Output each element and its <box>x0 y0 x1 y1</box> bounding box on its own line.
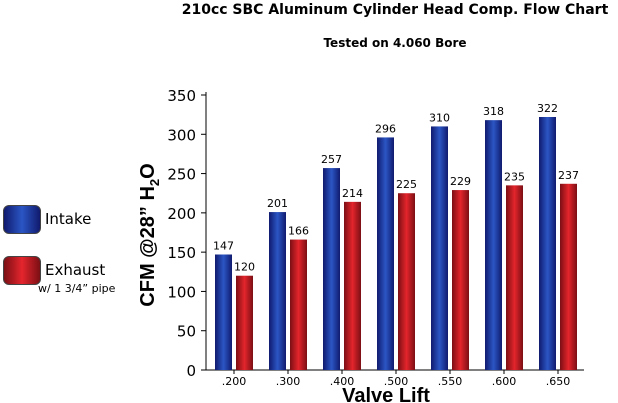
y-axis-title-sub: 2 <box>147 179 162 186</box>
x-tick-label: .400 <box>330 375 355 388</box>
y-tick-label: 100 <box>167 283 196 301</box>
data-label-intake: 296 <box>375 122 396 135</box>
data-label-intake: 201 <box>267 197 288 210</box>
y-axis-title-tail: O <box>137 163 159 179</box>
chart-subtitle: Tested on 4.060 Bore <box>323 36 467 50</box>
y-axis-title: CFM @28” H2O <box>137 163 162 306</box>
y-tick-label: 350 <box>167 87 196 105</box>
data-label-exhaust: 120 <box>234 261 255 274</box>
x-tick-label: .200 <box>222 375 247 388</box>
x-tick-label: .300 <box>276 375 301 388</box>
legend-label-exhaust: Exhaust <box>45 261 106 279</box>
data-label-intake: 147 <box>213 240 234 253</box>
bar-exhaust-200 <box>236 275 253 370</box>
data-label-intake: 257 <box>321 153 342 166</box>
y-tick-label: 250 <box>167 166 196 184</box>
data-label-exhaust: 214 <box>342 187 363 200</box>
y-axis-title-main: CFM @28” H <box>137 186 159 307</box>
bar-intake-650 <box>539 117 556 370</box>
bar-intake-550 <box>431 126 448 370</box>
bar-intake-300 <box>269 212 286 370</box>
y-tick-label: 150 <box>167 244 196 262</box>
legend-swatch-exhaust <box>3 256 41 285</box>
data-label-exhaust: 237 <box>558 169 579 182</box>
bar-exhaust-400 <box>344 201 361 370</box>
data-label-intake: 318 <box>483 105 504 118</box>
data-label-intake: 310 <box>429 111 450 124</box>
legend-note-exhaust: w/ 1 3/4” pipe <box>38 282 116 295</box>
y-tick-label: 0 <box>186 362 196 380</box>
bar-intake-400 <box>323 168 340 370</box>
bar-intake-600 <box>485 120 502 371</box>
y-tick-label: 200 <box>167 205 196 223</box>
bar-exhaust-650 <box>560 183 577 370</box>
legend-label-intake: Intake <box>45 210 92 228</box>
data-label-exhaust: 166 <box>288 225 309 238</box>
data-label-intake: 322 <box>537 102 558 115</box>
bar-exhaust-550 <box>452 190 469 370</box>
x-tick-label: .550 <box>438 375 463 388</box>
chart-title: 210cc SBC Aluminum Cylinder Head Comp. F… <box>181 2 609 18</box>
y-tick-label: 300 <box>167 126 196 144</box>
bar-exhaust-500 <box>398 193 415 370</box>
legend-swatch-intake <box>3 205 41 234</box>
bar-exhaust-600 <box>506 185 523 370</box>
x-tick-label: .500 <box>384 375 409 388</box>
x-tick-label: .650 <box>546 375 571 388</box>
bar-exhaust-300 <box>290 239 307 370</box>
data-label-exhaust: 235 <box>504 170 525 183</box>
y-tick-label: 50 <box>177 323 196 341</box>
data-label-exhaust: 229 <box>450 175 471 188</box>
data-label-exhaust: 225 <box>396 178 417 191</box>
bar-intake-500 <box>377 137 394 370</box>
x-tick-label: .600 <box>492 375 517 388</box>
x-axis-title: Valve Lift <box>342 385 430 403</box>
bar-intake-200 <box>215 254 232 370</box>
